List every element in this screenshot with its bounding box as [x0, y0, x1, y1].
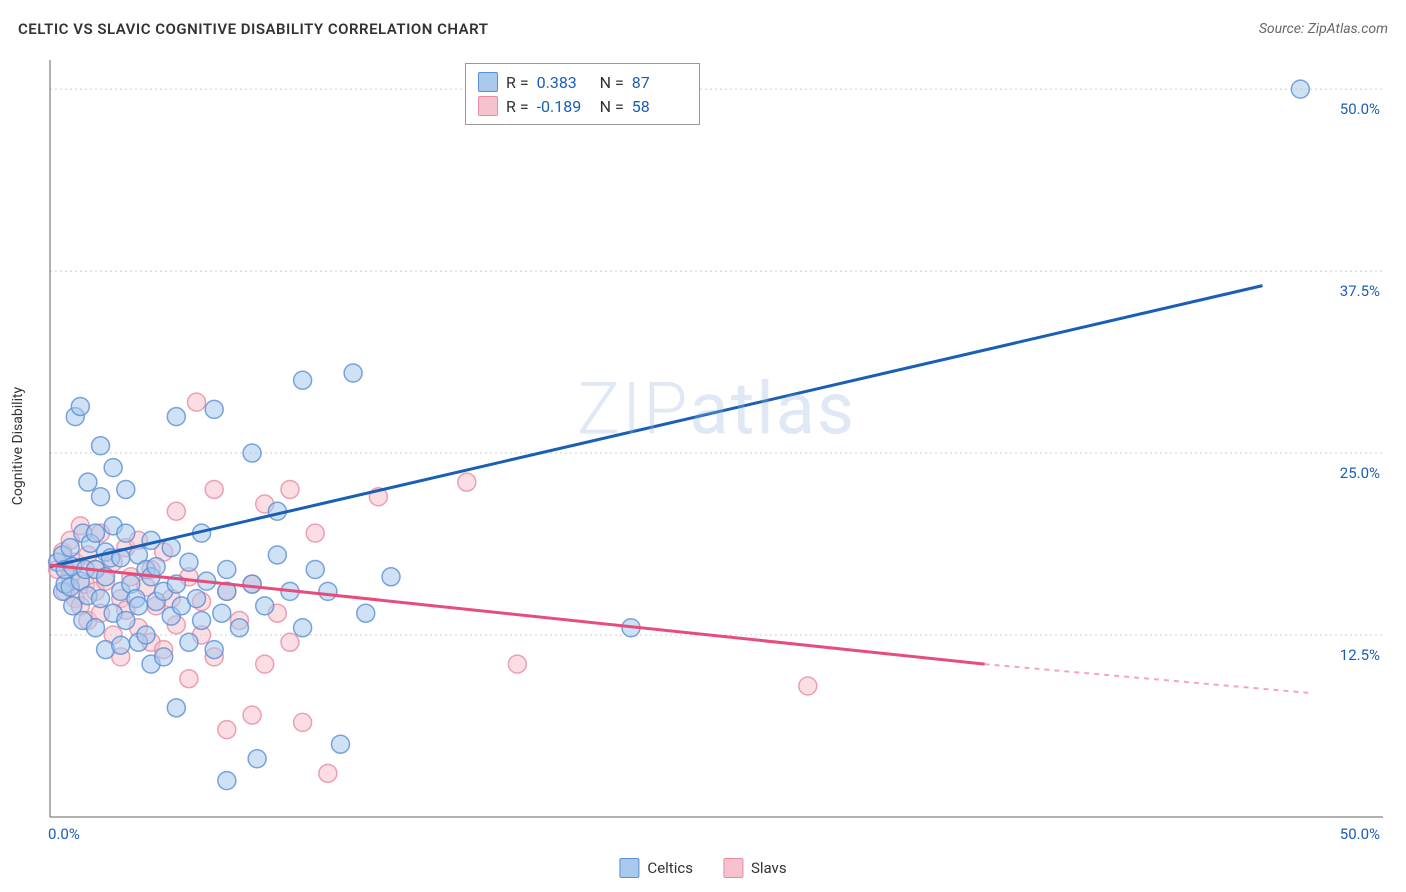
- svg-text:0.0%: 0.0%: [48, 825, 80, 842]
- slavs-label: Slavs: [751, 859, 787, 877]
- y-axis-label: Cognitive Disability: [10, 387, 26, 505]
- celtics-n-value: 87: [632, 73, 687, 92]
- legend-item-slavs: Slavs: [723, 858, 787, 878]
- celtics-swatch: [478, 72, 498, 92]
- n-label: N =: [600, 97, 624, 116]
- source-label: Source: ZipAtlas.com: [1259, 21, 1388, 37]
- svg-text:25.0%: 25.0%: [1340, 464, 1380, 482]
- n-label: N =: [600, 73, 624, 92]
- r-label: R =: [506, 73, 529, 92]
- celtics-swatch: [619, 858, 639, 878]
- legend-row-celtics: R = 0.383 N = 87: [478, 70, 687, 94]
- chart-title: CELTIC VS SLAVIC COGNITIVE DISABILITY CO…: [18, 20, 488, 38]
- slavs-swatch: [478, 96, 498, 116]
- correlation-legend: R = 0.383 N = 87 R = -0.189 N = 58: [465, 63, 700, 125]
- svg-text:50.0%: 50.0%: [1340, 100, 1380, 118]
- series-legend: Celtics Slavs: [619, 858, 786, 878]
- svg-text:50.0%: 50.0%: [1340, 825, 1380, 842]
- r-label: R =: [506, 97, 529, 116]
- chart-container: 12.5%25.0%37.5%50.0%0.0%50.0% ZIPatlas R…: [45, 55, 1388, 842]
- svg-text:37.5%: 37.5%: [1340, 282, 1380, 300]
- legend-item-celtics: Celtics: [619, 858, 693, 878]
- svg-text:12.5%: 12.5%: [1340, 646, 1380, 664]
- celtics-r-value: 0.383: [537, 73, 592, 92]
- celtics-label: Celtics: [647, 859, 693, 877]
- slavs-r-value: -0.189: [537, 97, 592, 116]
- scatter-chart: 12.5% 25.0% 37.5% 50.0% 0.0% 50.0%: [45, 55, 1388, 842]
- slavs-swatch: [723, 858, 743, 878]
- legend-row-slavs: R = -0.189 N = 58: [478, 94, 687, 118]
- slavs-n-value: 58: [632, 97, 687, 116]
